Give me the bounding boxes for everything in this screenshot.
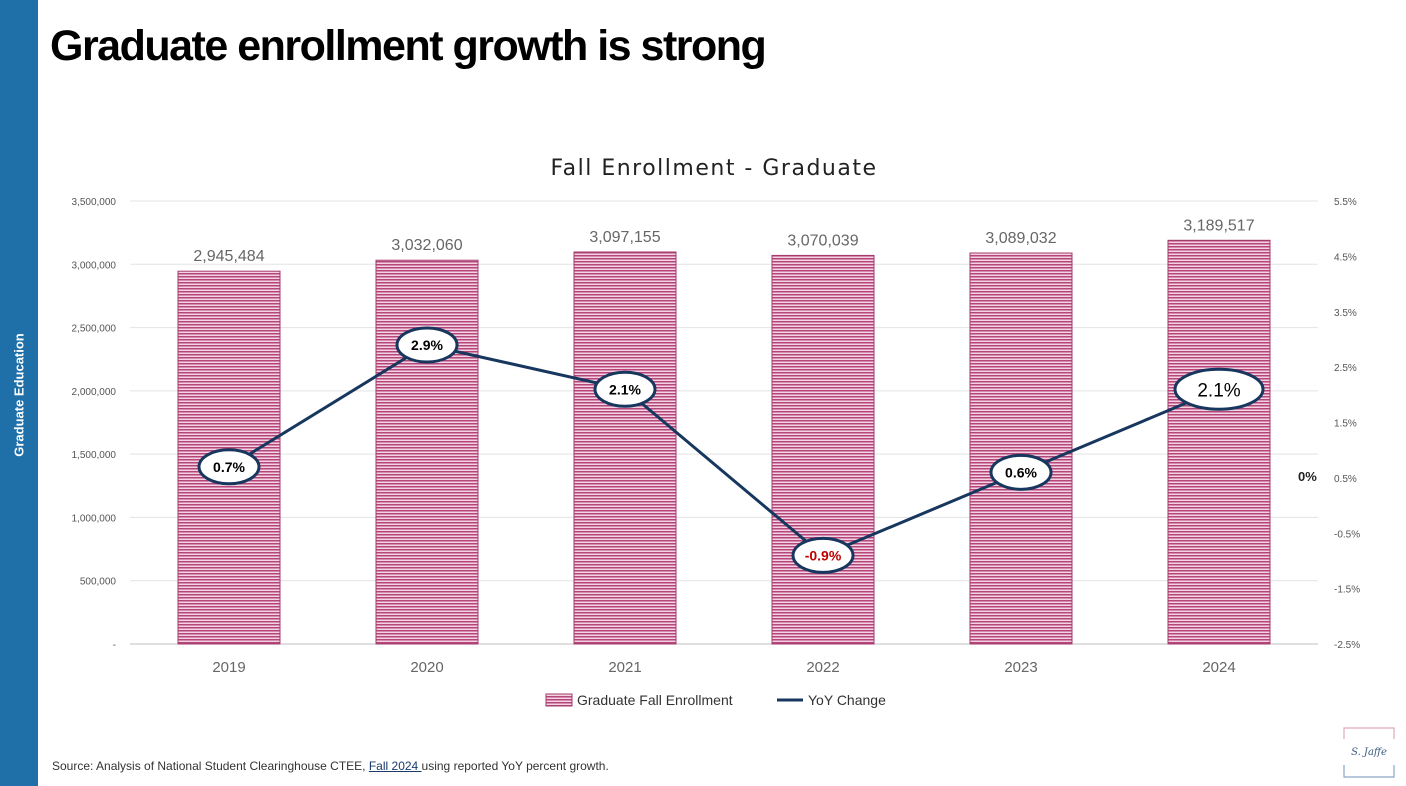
source-link[interactable]: Fall 2024 (368, 759, 422, 773)
logo: S. Jaffe (1343, 727, 1395, 778)
sidebar: Graduate Education (0, 0, 38, 786)
x-tick-label: 2022 (806, 659, 839, 676)
bar-2023 (969, 252, 1073, 645)
x-tick-label: 2024 (1202, 659, 1235, 676)
right-tick-label: 5.5% (1334, 197, 1357, 208)
right-tick-label: 3.5% (1334, 308, 1357, 319)
legend-bar-label: Graduate Fall Enrollment (577, 692, 733, 708)
x-tick-label: 2019 (212, 659, 245, 676)
right-tick-label: 0.5% (1334, 474, 1357, 485)
left-tick-label: 1,000,000 (72, 513, 117, 524)
yoy-label: 0.7% (213, 459, 245, 475)
bar-label: 3,089,032 (985, 230, 1056, 247)
x-tick-label: 2023 (1004, 659, 1037, 676)
bar-label: 2,945,484 (193, 248, 264, 265)
bar-label: 3,070,039 (787, 232, 858, 249)
right-tick-label: -2.5% (1334, 640, 1360, 651)
bar-2020 (375, 259, 479, 645)
yoy-marker (989, 453, 1053, 491)
x-tick-label: 2020 (410, 659, 443, 676)
left-tick-label: 2,000,000 (72, 387, 117, 398)
right-axis-annotation: 0% (1298, 469, 1317, 484)
yoy-label: -0.9% (805, 547, 842, 563)
left-tick-label: 3,000,000 (72, 260, 117, 271)
left-tick-label: 1,500,000 (72, 450, 117, 461)
yoy-label: 0.6% (1005, 464, 1037, 480)
left-tick-label: 2,500,000 (72, 324, 117, 335)
left-tick-label: 500,000 (80, 577, 117, 588)
yoy-line (228, 343, 1220, 558)
right-tick-label: -0.5% (1334, 529, 1360, 540)
source-suffix: using reported YoY percent growth. (421, 759, 609, 773)
bar-2024 (1167, 239, 1271, 645)
svg-text:S. Jaffe: S. Jaffe (1351, 747, 1387, 758)
yoy-marker (791, 536, 855, 574)
right-tick-label: 4.5% (1334, 252, 1357, 263)
yoy-label: 2.9% (411, 337, 443, 353)
bar-label: 3,097,155 (589, 229, 660, 246)
left-tick-label: 3,500,000 (72, 197, 117, 208)
yoy-label: 2.1% (1197, 380, 1240, 401)
source-prefix: Source: Analysis of National Student Cle… (52, 759, 369, 773)
bar-2021 (573, 251, 677, 645)
left-tick-label: - (113, 640, 116, 651)
yoy-marker (197, 448, 261, 486)
yoy-marker (395, 326, 459, 364)
yoy-label: 2.1% (609, 381, 641, 397)
chart-title: Fall Enrollment - Graduate (550, 156, 877, 181)
legend-line-label: YoY Change (808, 692, 886, 708)
legend-bar-swatch (545, 693, 573, 707)
right-tick-label: 1.5% (1334, 419, 1357, 430)
yoy-marker (1173, 367, 1265, 411)
page-title: Graduate enrollment growth is strong (50, 22, 767, 70)
bar-label: 3,189,517 (1183, 217, 1254, 234)
bar-2022 (771, 254, 875, 645)
source-note: Source: Analysis of National Student Cle… (52, 759, 609, 773)
yoy-marker (593, 370, 657, 408)
right-tick-label: -1.5% (1334, 585, 1360, 596)
right-tick-label: 2.5% (1334, 363, 1357, 374)
x-tick-label: 2021 (608, 659, 641, 676)
bar-label: 3,032,060 (391, 237, 462, 254)
